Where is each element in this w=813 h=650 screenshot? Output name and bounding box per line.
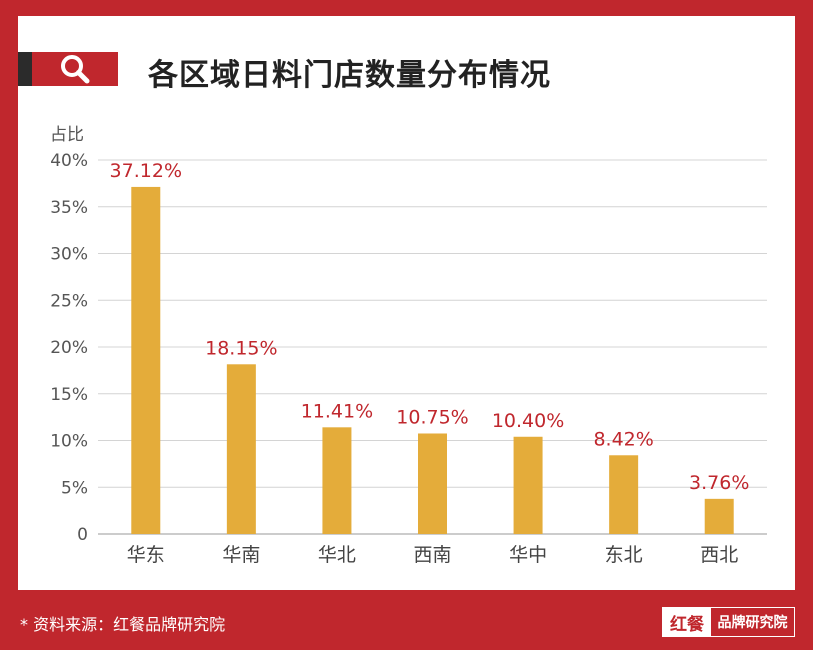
bar bbox=[226, 364, 256, 534]
x-tick-label: 华东 bbox=[127, 544, 165, 566]
data-label: 18.15% bbox=[205, 337, 277, 359]
y-tick-label: 0 bbox=[77, 525, 88, 545]
bar-chart: 0 5% 10% 15% 20% 25% 30% 35% 40% 37.12% 华东 18.15% 华南… bbox=[50, 151, 767, 566]
bar bbox=[418, 433, 447, 534]
y-tick-label: 15% bbox=[50, 385, 88, 405]
x-tick-label: 华中 bbox=[509, 544, 547, 566]
data-label: 8.42% bbox=[593, 428, 653, 450]
x-tick-label: 东北 bbox=[605, 544, 643, 566]
y-tick-label: 40% bbox=[50, 151, 88, 171]
bar bbox=[322, 427, 352, 534]
data-label: 3.76% bbox=[689, 472, 749, 494]
x-tick-label: 华北 bbox=[318, 544, 356, 566]
x-tick-label: 华南 bbox=[222, 544, 260, 566]
title-accent-dark bbox=[18, 52, 32, 86]
bar bbox=[513, 436, 543, 534]
y-tick-label: 5% bbox=[61, 478, 88, 498]
bar bbox=[609, 455, 639, 534]
y-axis-label: 占比 bbox=[50, 125, 84, 145]
y-tick-label: 20% bbox=[50, 338, 88, 358]
data-label: 10.40% bbox=[492, 410, 564, 432]
y-tick-label: 10% bbox=[50, 432, 88, 452]
data-label: 11.41% bbox=[301, 400, 373, 422]
x-tick-label: 西南 bbox=[413, 544, 451, 566]
data-label: 37.12% bbox=[110, 160, 182, 182]
search-icon bbox=[60, 54, 90, 84]
brand-badge: 红餐 品牌研究院 bbox=[662, 607, 795, 637]
chart-card: 各区域日料门店数量分布情况 占比 0 5% 10% 15% 20% 25% 30% 35% 40… bbox=[18, 16, 795, 590]
data-label: 10.75% bbox=[396, 406, 468, 428]
chart-title: 各区域日料门店数量分布情况 bbox=[148, 58, 551, 93]
bar bbox=[131, 186, 161, 535]
y-tick-label: 30% bbox=[50, 245, 88, 265]
brand-logo: 红餐 bbox=[663, 608, 711, 636]
title-accent bbox=[18, 52, 118, 86]
bar bbox=[704, 498, 734, 534]
source-note: * 资料来源：红餐品牌研究院 bbox=[20, 615, 226, 634]
title-accent-red bbox=[32, 52, 118, 86]
brand-name: 品牌研究院 bbox=[717, 615, 788, 631]
y-tick-label: 35% bbox=[50, 198, 88, 218]
y-tick-label: 25% bbox=[50, 291, 88, 311]
x-tick-label: 西北 bbox=[700, 544, 738, 566]
